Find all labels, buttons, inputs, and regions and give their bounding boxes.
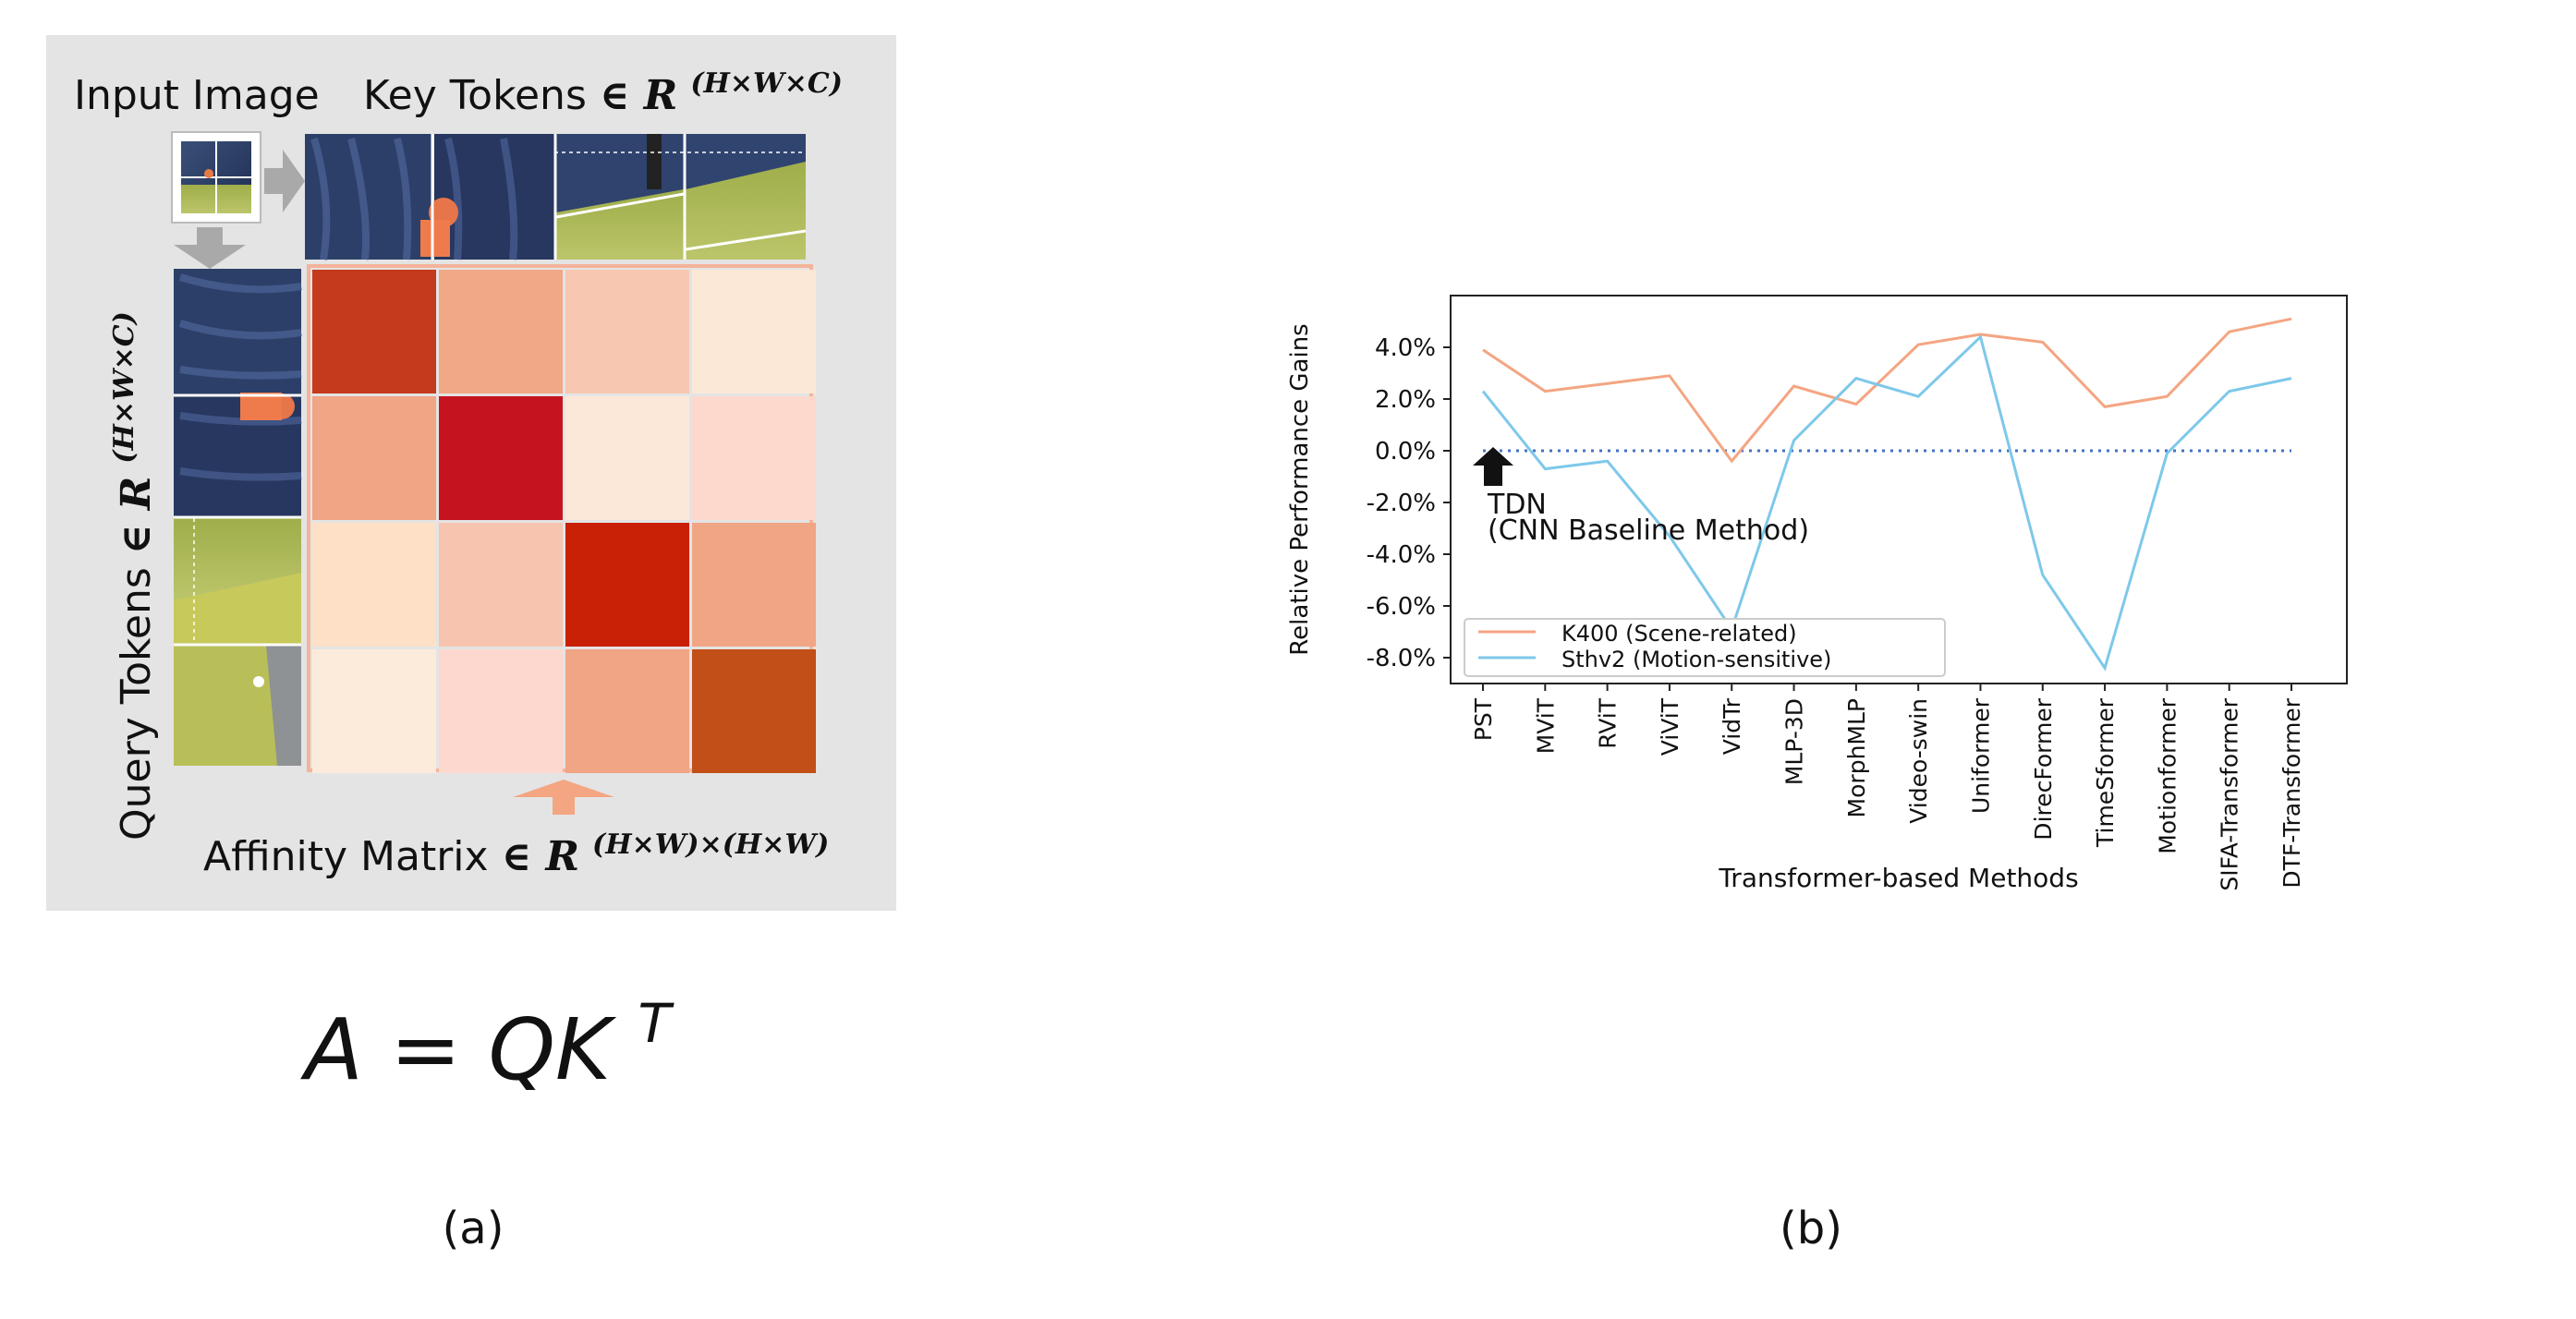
y-tick-label: 0.0% xyxy=(1375,438,1436,466)
x-tick-label: Uniformer xyxy=(1967,697,1994,814)
key-tokens-label: Key Tokens ∈ R (H×W×C) xyxy=(363,67,843,119)
y-tick-label: 2.0% xyxy=(1375,386,1436,414)
y-tick-label: 4.0% xyxy=(1375,334,1436,362)
x-tick-label: RViT xyxy=(1595,697,1622,749)
affinity-cell xyxy=(312,396,436,520)
affinity-math: ∈ R xyxy=(502,833,579,880)
affinity-cell xyxy=(565,649,689,773)
svg-text:Affinity Matrix ∈ R: Affinity Matrix ∈ R (H×W)×(H×W) xyxy=(203,829,829,880)
y-axis: 4.0% 2.0% 0.0% -2.0% -4.0% -6.0% -8.0% xyxy=(1367,334,1451,672)
affinity-cell xyxy=(692,649,816,773)
y-tick-label: -6.0% xyxy=(1367,593,1436,621)
input-image-label: Input Image xyxy=(74,72,320,119)
legend-entry-k400: K400 (Scene-related) xyxy=(1561,621,1797,647)
y-tick-label: -4.0% xyxy=(1367,541,1436,569)
y-tick-label: -8.0% xyxy=(1367,645,1436,672)
series-lines xyxy=(1481,317,2292,672)
right-arrow-icon xyxy=(264,150,305,212)
affinity-cell xyxy=(692,523,816,647)
panel-a: Input Image Key Tokens ∈ R (H×W×C) xyxy=(46,35,896,1099)
affinity-cell xyxy=(312,649,436,773)
query-tokens-math: ∈ R xyxy=(113,477,160,554)
x-tick-label: Motionformer xyxy=(2154,697,2181,853)
tdn-annotation-line1: TDN xyxy=(1487,489,1547,521)
up-arrow-icon xyxy=(513,780,614,815)
legend-entry-sthv2: Sthv2 (Motion-sensitive) xyxy=(1561,647,1831,672)
x-axis-label: Transformer-based Methods xyxy=(1718,863,2078,893)
affinity-matrix-label: Affinity Matrix ∈ R (H×W)×(H×W) xyxy=(203,829,829,880)
key-token-images xyxy=(305,134,807,260)
affinity-cell xyxy=(565,396,689,520)
query-token-images xyxy=(174,269,302,766)
caption-a: (a) xyxy=(443,1203,504,1254)
y-tick-label: -2.0% xyxy=(1367,490,1436,517)
input-image-thumbnail xyxy=(171,131,261,224)
affinity-cell xyxy=(312,523,436,647)
key-tokens-sup: (H×W×C) xyxy=(690,67,843,100)
x-tick-label: SIFA-Transformer xyxy=(2217,697,2243,890)
series-line-sthv2 xyxy=(1481,333,2292,672)
x-tick-label: TimeSformer xyxy=(2092,697,2119,848)
affinity-cell xyxy=(565,270,689,393)
affinity-cell xyxy=(439,270,563,393)
svg-text:Key Tokens ∈ R: Key Tokens ∈ R (H×W×C) xyxy=(363,67,843,119)
panel-b-chart: 4.0% 2.0% 0.0% -2.0% -4.0% -6.0% -8.0% PST MViT… xyxy=(1286,295,2348,893)
affinity-cell xyxy=(692,270,816,393)
y-axis-label: Relative Performance Gains xyxy=(1286,323,1314,655)
query-tokens-label: Query Tokens ∈ R (H×W×C) xyxy=(108,311,160,841)
series-line-k400 xyxy=(1482,317,2292,464)
x-tick-label: ViViT xyxy=(1657,697,1683,756)
legend: K400 (Scene-related) Sthv2 (Motion-sensi… xyxy=(1464,618,1946,677)
affinity-cell xyxy=(565,523,689,647)
tdn-arrow-icon xyxy=(1473,447,1513,486)
affinity-cell xyxy=(692,396,816,520)
x-tick-label: VidTr xyxy=(1719,697,1745,755)
down-arrow-icon xyxy=(174,227,246,269)
x-tick-label: PST xyxy=(1470,697,1497,741)
equation-lhs: A = QK xyxy=(300,1000,617,1099)
affinity-cell xyxy=(439,649,563,773)
query-tokens-text: Query Tokens xyxy=(113,567,160,841)
caption-b: (b) xyxy=(1780,1203,1842,1254)
x-tick-label: DirecFormer xyxy=(2030,697,2057,840)
affinity-sup: (H×W)×(H×W) xyxy=(592,829,829,861)
affinity-cell xyxy=(312,270,436,393)
equation: A = QK T xyxy=(300,992,675,1099)
equation-sup: T xyxy=(638,992,675,1055)
x-tick-label: MViT xyxy=(1532,697,1559,754)
query-tokens-sup: (H×W×C) xyxy=(108,311,140,464)
affinity-matrix xyxy=(312,270,816,773)
affinity-cell xyxy=(439,523,563,647)
key-tokens-text: Key Tokens xyxy=(363,72,587,119)
affinity-cell xyxy=(439,396,563,520)
key-tokens-math: ∈ R xyxy=(600,72,677,119)
x-tick-label: Video-swin xyxy=(1905,698,1932,824)
svg-text:Query Tokens ∈ R: Query Tokens ∈ R (H×W×C) xyxy=(108,311,160,841)
x-tick-label: MLP-3D xyxy=(1781,698,1808,785)
x-tick-label: MorphMLP xyxy=(1843,698,1870,817)
x-axis: PST MViT RViT ViViT VidTr MLP-3D MorphMLP Video… xyxy=(1470,684,2305,891)
affinity-text: Affinity Matrix xyxy=(203,833,489,880)
tdn-annotation-line2: (CNN Baseline Method) xyxy=(1488,514,1809,547)
x-tick-label: DTF-Transformer xyxy=(2278,697,2305,888)
